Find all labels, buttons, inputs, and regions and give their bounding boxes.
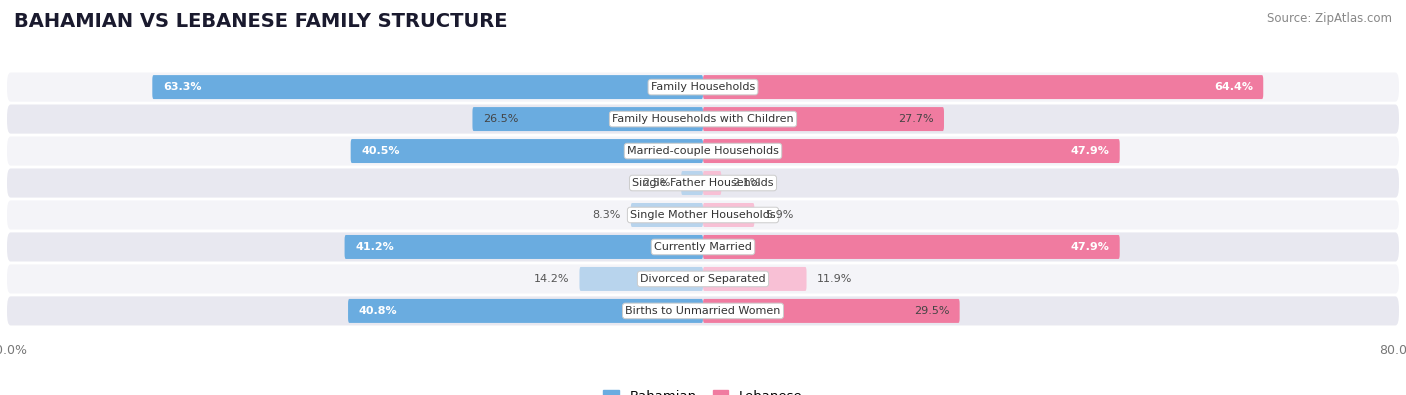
FancyBboxPatch shape <box>682 171 703 195</box>
FancyBboxPatch shape <box>703 139 1119 163</box>
FancyBboxPatch shape <box>7 264 1399 293</box>
Text: 2.5%: 2.5% <box>643 178 671 188</box>
Text: 41.2%: 41.2% <box>354 242 394 252</box>
FancyBboxPatch shape <box>7 73 1399 102</box>
Text: 40.8%: 40.8% <box>359 306 396 316</box>
FancyBboxPatch shape <box>472 107 703 131</box>
Text: 64.4%: 64.4% <box>1213 82 1253 92</box>
Text: 11.9%: 11.9% <box>817 274 852 284</box>
Text: Single Father Households: Single Father Households <box>633 178 773 188</box>
Text: 26.5%: 26.5% <box>482 114 519 124</box>
FancyBboxPatch shape <box>703 107 943 131</box>
Text: 14.2%: 14.2% <box>533 274 569 284</box>
FancyBboxPatch shape <box>344 235 703 259</box>
FancyBboxPatch shape <box>350 139 703 163</box>
FancyBboxPatch shape <box>703 235 1119 259</box>
FancyBboxPatch shape <box>579 267 703 291</box>
Text: 47.9%: 47.9% <box>1070 146 1109 156</box>
Text: 47.9%: 47.9% <box>1070 242 1109 252</box>
Text: 29.5%: 29.5% <box>914 306 949 316</box>
FancyBboxPatch shape <box>703 171 721 195</box>
Text: Family Households with Children: Family Households with Children <box>612 114 794 124</box>
Text: Source: ZipAtlas.com: Source: ZipAtlas.com <box>1267 12 1392 25</box>
Text: 40.5%: 40.5% <box>361 146 399 156</box>
Legend: Bahamian, Lebanese: Bahamian, Lebanese <box>598 385 808 395</box>
FancyBboxPatch shape <box>703 267 807 291</box>
FancyBboxPatch shape <box>152 75 703 99</box>
FancyBboxPatch shape <box>7 200 1399 229</box>
Text: Births to Unmarried Women: Births to Unmarried Women <box>626 306 780 316</box>
FancyBboxPatch shape <box>703 75 1263 99</box>
Text: Divorced or Separated: Divorced or Separated <box>640 274 766 284</box>
Text: 5.9%: 5.9% <box>765 210 793 220</box>
FancyBboxPatch shape <box>349 299 703 323</box>
Text: 2.1%: 2.1% <box>731 178 761 188</box>
FancyBboxPatch shape <box>7 232 1399 261</box>
Text: BAHAMIAN VS LEBANESE FAMILY STRUCTURE: BAHAMIAN VS LEBANESE FAMILY STRUCTURE <box>14 12 508 31</box>
Text: Currently Married: Currently Married <box>654 242 752 252</box>
FancyBboxPatch shape <box>703 299 960 323</box>
Text: 8.3%: 8.3% <box>592 210 620 220</box>
Text: Married-couple Households: Married-couple Households <box>627 146 779 156</box>
Text: Family Households: Family Households <box>651 82 755 92</box>
FancyBboxPatch shape <box>7 105 1399 134</box>
FancyBboxPatch shape <box>703 203 755 227</box>
FancyBboxPatch shape <box>7 169 1399 198</box>
FancyBboxPatch shape <box>7 137 1399 166</box>
Text: 63.3%: 63.3% <box>163 82 201 92</box>
Text: Single Mother Households: Single Mother Households <box>630 210 776 220</box>
FancyBboxPatch shape <box>631 203 703 227</box>
Text: 27.7%: 27.7% <box>898 114 934 124</box>
FancyBboxPatch shape <box>7 296 1399 325</box>
